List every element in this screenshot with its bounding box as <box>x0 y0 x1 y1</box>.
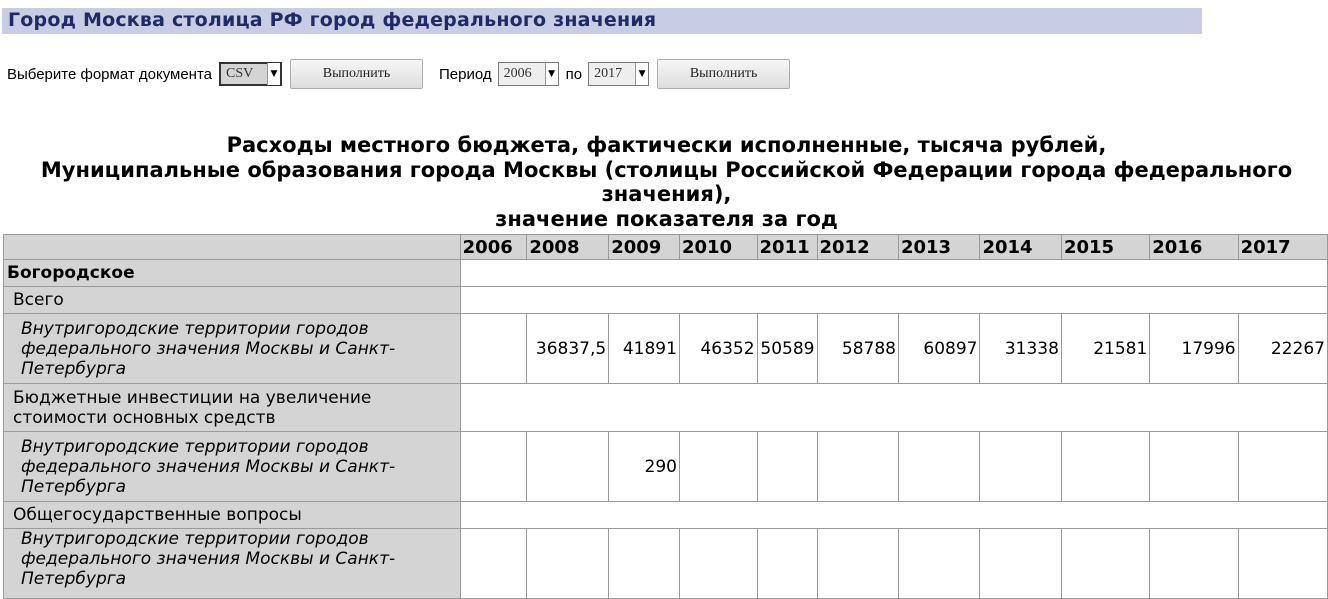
column-header-year: 2012 <box>816 234 899 260</box>
column-header-year: 2013 <box>897 234 981 260</box>
row-label: Внутригородские территории городов федер… <box>3 313 461 384</box>
report-title-line: значения), <box>601 182 732 206</box>
column-header-year: 2006 <box>459 234 528 260</box>
row-label: Всего <box>3 286 461 314</box>
value-cell: 290 <box>608 431 680 502</box>
format-select-value: CSV <box>226 66 254 81</box>
page-header: Город Москва столица РФ город федерально… <box>2 8 1202 34</box>
format-select[interactable]: CSV ▼ <box>219 62 283 86</box>
report-title-line: Расходы местного бюджета, фактически исп… <box>226 133 1107 157</box>
column-header-year: 2017 <box>1237 234 1328 260</box>
period-to-value: 2017 <box>594 66 623 81</box>
table-row: Всего <box>3 286 1328 314</box>
report-title: Расходы местного бюджета, фактически исп… <box>0 133 1328 231</box>
value-cell <box>897 528 981 599</box>
value-cell <box>459 528 528 599</box>
value-cell: 46352 <box>678 313 758 384</box>
value-cell <box>1149 528 1239 599</box>
column-header-year: 2010 <box>678 234 758 260</box>
value-cell: 31338 <box>979 313 1062 384</box>
value-cell <box>756 431 818 502</box>
table-row: Богородское <box>3 259 1328 287</box>
value-cell: 36837,5 <box>526 313 610 384</box>
table-row: Внутригородские территории городов федер… <box>3 313 1328 384</box>
period-label: Период <box>439 65 492 83</box>
value-cell <box>1237 528 1328 599</box>
period-from-value: 2006 <box>503 66 532 81</box>
period-from-select[interactable]: 2006 ▼ <box>497 62 559 86</box>
column-header-year: 2008 <box>526 234 610 260</box>
row-label: Внутригородские территории городов федер… <box>3 431 461 502</box>
value-cell <box>1237 431 1328 502</box>
value-cell: 21581 <box>1060 313 1151 384</box>
value-cell <box>678 528 758 599</box>
row-label: Бюджетные инвестиции на увеличение стоим… <box>3 383 461 432</box>
value-cell: 41891 <box>608 313 680 384</box>
value-cell <box>1060 431 1151 502</box>
value-cell <box>678 431 758 502</box>
empty-span-cell <box>459 383 1328 432</box>
column-header-year: 2009 <box>608 234 680 260</box>
value-cell <box>816 528 899 599</box>
table-corner-cell <box>3 234 461 260</box>
controls-bar: Выберите формат документа CSV ▼ Выполнит… <box>7 58 791 90</box>
value-cell <box>526 528 610 599</box>
value-cell: 17996 <box>1149 313 1239 384</box>
chevron-down-icon: ▼ <box>267 63 281 85</box>
period-to-label: по <box>565 65 583 83</box>
page-title: Город Москва столица РФ город федерально… <box>8 9 657 31</box>
value-cell: 22267 <box>1237 313 1328 384</box>
report-title-line: значение показателя за год <box>495 206 838 231</box>
column-header-year: 2016 <box>1149 234 1239 260</box>
row-label: Внутригородские территории городов федер… <box>3 528 461 599</box>
value-cell <box>459 313 528 384</box>
report-title-line: Муниципальные образования города Москвы … <box>40 157 1293 182</box>
column-header-year: 2014 <box>979 234 1062 260</box>
value-cell: 58788 <box>816 313 899 384</box>
execute-format-button[interactable]: Выполнить <box>290 59 424 89</box>
period-to-select[interactable]: 2017 ▼ <box>588 62 650 86</box>
value-cell <box>1149 431 1239 502</box>
row-label: Богородское <box>3 259 461 287</box>
empty-span-cell <box>459 259 1328 287</box>
table-row: Внутригородские территории городов федер… <box>3 431 1328 502</box>
value-cell <box>459 431 528 502</box>
value-cell: 60897 <box>897 313 981 384</box>
format-label: Выберите формат документа <box>7 65 213 83</box>
table-row: Внутригородские территории городов федер… <box>3 528 1328 599</box>
value-cell <box>979 431 1062 502</box>
value-cell <box>1060 528 1151 599</box>
chevron-down-icon: ▼ <box>635 63 649 85</box>
table-row: Общегосударственные вопросы <box>3 501 1328 529</box>
value-cell <box>756 528 818 599</box>
column-header-year: 2015 <box>1060 234 1151 260</box>
value-cell <box>816 431 899 502</box>
value-cell <box>979 528 1062 599</box>
execute-period-button[interactable]: Выполнить <box>657 59 791 89</box>
value-cell <box>608 528 680 599</box>
value-cell <box>897 431 981 502</box>
column-header-year: 2011 <box>756 234 818 260</box>
value-cell <box>526 431 610 502</box>
value-cell: 50589 <box>756 313 818 384</box>
row-label: Общегосударственные вопросы <box>3 501 461 529</box>
empty-span-cell <box>459 286 1328 314</box>
table-row: Бюджетные инвестиции на увеличение стоим… <box>3 383 1328 432</box>
data-table: 2006 2008 2009 2010 2011 2012 2013 2014 … <box>3 234 1328 599</box>
empty-span-cell <box>459 501 1328 529</box>
chevron-down-icon: ▼ <box>544 63 558 85</box>
table-header-row: 2006 2008 2009 2010 2011 2012 2013 2014 … <box>3 234 1328 260</box>
